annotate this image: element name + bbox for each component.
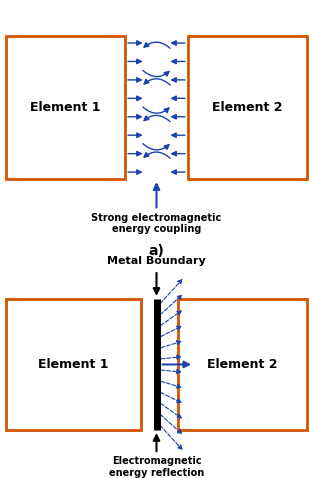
Bar — [188, 36, 307, 179]
Text: Element 1: Element 1 — [30, 101, 101, 114]
Text: Element 1: Element 1 — [38, 358, 109, 371]
Text: Strong electromagnetic
energy coupling: Strong electromagnetic energy coupling — [91, 213, 222, 234]
Text: Element 2: Element 2 — [207, 358, 278, 371]
Text: Element 2: Element 2 — [212, 101, 283, 114]
Text: Metal Boundary: Metal Boundary — [107, 257, 206, 267]
Bar — [6, 36, 125, 179]
Text: Electromagnetic
energy reflection: Electromagnetic energy reflection — [109, 456, 204, 478]
Bar — [6, 299, 141, 430]
Bar — [178, 299, 307, 430]
Text: a): a) — [149, 244, 164, 258]
